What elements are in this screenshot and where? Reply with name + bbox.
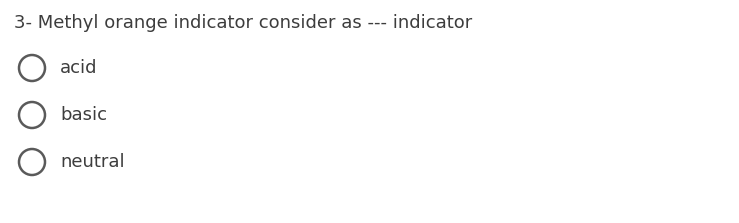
Text: acid: acid bbox=[60, 59, 98, 77]
Text: neutral: neutral bbox=[60, 153, 125, 171]
Text: 3- Methyl orange indicator consider as --- indicator: 3- Methyl orange indicator consider as -… bbox=[14, 14, 472, 32]
Text: basic: basic bbox=[60, 106, 107, 124]
